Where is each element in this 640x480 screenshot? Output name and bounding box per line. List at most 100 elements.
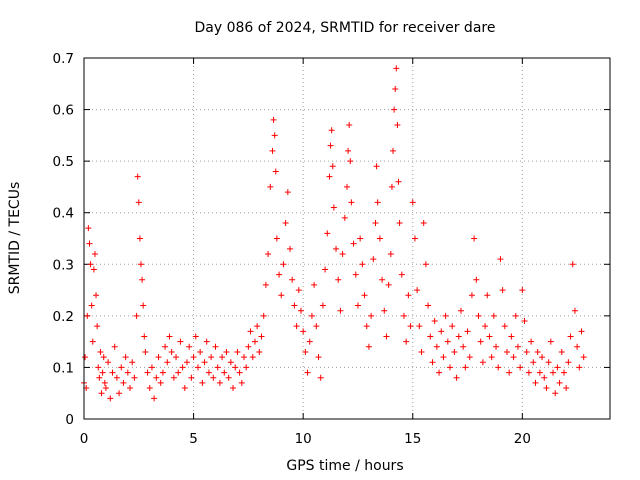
data-point — [490, 312, 497, 319]
data-point — [190, 354, 197, 361]
y-tick-label: 0 — [65, 412, 74, 428]
data-point — [272, 168, 279, 175]
data-point — [503, 348, 510, 355]
data-point — [471, 235, 478, 242]
data-point — [271, 132, 278, 139]
data-point — [168, 348, 175, 355]
data-point — [532, 379, 539, 386]
data-point — [186, 343, 193, 350]
data-point — [521, 318, 528, 325]
data-point — [94, 323, 101, 330]
data-point — [91, 250, 98, 257]
data-point — [462, 364, 469, 371]
data-point — [98, 390, 105, 397]
data-point — [146, 385, 153, 392]
data-point — [405, 292, 412, 299]
data-point — [545, 359, 552, 366]
data-point — [273, 235, 280, 242]
data-point — [565, 359, 572, 366]
data-point — [201, 359, 208, 366]
data-point — [396, 220, 403, 227]
data-point — [341, 214, 348, 221]
data-point — [344, 183, 350, 190]
chart-title: Day 086 of 2024, SRMTID for receiver dar… — [195, 20, 496, 36]
data-point — [530, 359, 537, 366]
data-point — [457, 307, 464, 314]
data-point — [517, 364, 524, 371]
data-point — [525, 369, 532, 376]
y-tick-label: 0.1 — [53, 360, 74, 376]
data-point — [311, 281, 318, 288]
data-point — [400, 312, 407, 319]
data-point — [414, 287, 421, 294]
data-point — [124, 369, 131, 376]
data-point — [155, 354, 162, 361]
data-point — [97, 348, 104, 355]
data-point — [105, 359, 112, 366]
x-tick-label: 15 — [404, 431, 421, 447]
data-point — [280, 261, 287, 268]
data-point — [232, 364, 239, 371]
data-point — [245, 343, 252, 350]
data-point — [293, 323, 300, 330]
data-point — [444, 338, 451, 345]
data-point — [394, 122, 401, 129]
data-point — [361, 292, 368, 299]
data-point — [536, 369, 543, 376]
data-point — [442, 312, 449, 319]
data-point — [249, 354, 256, 361]
data-point — [265, 250, 272, 257]
data-point — [433, 343, 440, 350]
data-point — [140, 302, 147, 309]
data-points — [81, 65, 587, 402]
data-point — [170, 374, 177, 381]
data-point — [240, 354, 247, 361]
data-point — [153, 374, 160, 381]
data-point — [234, 348, 241, 355]
data-point — [552, 390, 559, 397]
data-point — [339, 250, 346, 257]
data-point — [270, 116, 277, 123]
data-point — [227, 359, 234, 366]
data-point — [370, 256, 377, 263]
data-point — [393, 65, 400, 72]
data-point — [379, 276, 386, 283]
x-tick-label: 0 — [80, 431, 89, 447]
data-point — [506, 369, 513, 376]
x-tick-label: 5 — [189, 431, 198, 447]
data-point — [179, 364, 186, 371]
data-point — [304, 369, 311, 376]
data-point — [455, 333, 462, 340]
data-point — [134, 173, 141, 180]
data-point — [194, 364, 201, 371]
data-point — [151, 395, 158, 402]
x-tick-label: 10 — [295, 431, 312, 447]
data-point — [205, 369, 212, 376]
data-point — [247, 328, 254, 335]
data-point — [368, 312, 375, 319]
data-point — [330, 204, 337, 211]
data-point — [127, 385, 134, 392]
data-point — [177, 338, 184, 345]
data-point — [333, 245, 340, 252]
data-point — [88, 302, 95, 309]
data-point — [306, 338, 313, 345]
plot-frame — [83, 57, 611, 420]
data-point — [543, 385, 550, 392]
data-point — [219, 354, 226, 361]
data-point — [398, 271, 405, 278]
data-point — [464, 328, 471, 335]
data-point — [447, 364, 454, 371]
data-point — [284, 189, 291, 196]
data-point — [363, 323, 370, 330]
data-point — [473, 276, 480, 283]
data-point — [230, 385, 237, 392]
data-point — [324, 230, 331, 237]
data-point — [563, 385, 570, 392]
data-point — [210, 374, 217, 381]
data-point — [560, 369, 567, 376]
data-point — [453, 374, 460, 381]
data-point — [269, 147, 276, 154]
data-point — [431, 318, 438, 325]
data-point — [95, 364, 102, 371]
